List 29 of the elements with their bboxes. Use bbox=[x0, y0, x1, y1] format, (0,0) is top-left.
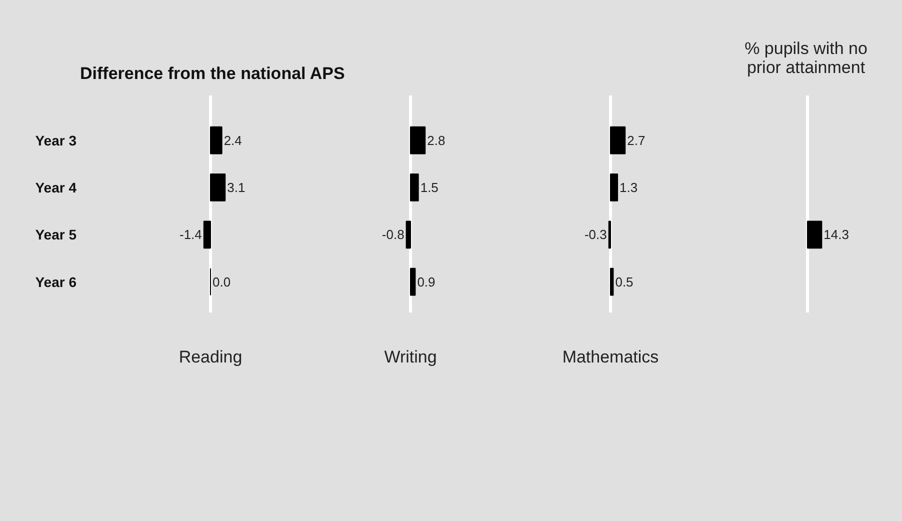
data-label: 2.7 bbox=[627, 132, 646, 148]
chart-title: Difference from the national APS bbox=[80, 63, 345, 85]
bar bbox=[406, 220, 411, 249]
bar bbox=[410, 268, 416, 296]
data-label: 3.1 bbox=[227, 180, 246, 195]
data-label: -0.8 bbox=[382, 227, 404, 242]
y-tick-label: Year 6 bbox=[35, 274, 77, 290]
y-tick-label: Year 4 bbox=[35, 179, 77, 196]
x-axis-title: Reading bbox=[178, 348, 242, 366]
chart-title: % pupils with no prior attainment bbox=[744, 39, 868, 78]
data-label: 1.5 bbox=[420, 180, 438, 195]
data-label: -0.3 bbox=[584, 227, 607, 242]
bar bbox=[610, 174, 618, 202]
bar bbox=[410, 174, 419, 202]
y-tick-label: Year 3 bbox=[35, 132, 77, 148]
data-label: 2.8 bbox=[427, 132, 446, 148]
bar bbox=[610, 126, 626, 154]
bar bbox=[410, 126, 426, 154]
data-label: 1.3 bbox=[620, 180, 638, 195]
y-tick-label: Year 5 bbox=[35, 226, 77, 243]
data-label: 14.3 bbox=[824, 227, 849, 242]
bar bbox=[610, 268, 614, 296]
data-label: 2.4 bbox=[224, 132, 242, 148]
data-label: -1.4 bbox=[179, 227, 202, 242]
data-label: 0.9 bbox=[417, 274, 436, 290]
data-label: 0.5 bbox=[615, 274, 634, 290]
x-axis-title: Writing bbox=[384, 348, 437, 366]
data-label: 0.0 bbox=[212, 274, 231, 290]
x-axis-title: Mathematics bbox=[562, 348, 659, 366]
